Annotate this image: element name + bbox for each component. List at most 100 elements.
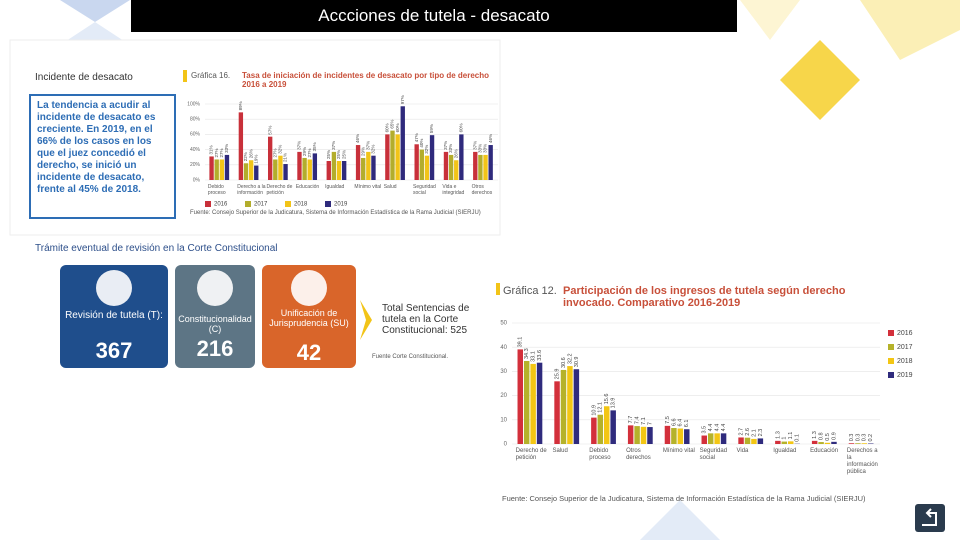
source: Fuente: Consejo Superior de la Judicatur… xyxy=(190,210,481,216)
value-label: 25% xyxy=(341,150,346,159)
x-tick-label: Debido proceso xyxy=(589,448,611,461)
bar xyxy=(597,414,604,444)
y-tick-label: 100% xyxy=(187,101,200,107)
bar xyxy=(811,440,818,444)
value-label: 32.2 xyxy=(567,353,573,364)
x-tick-label: Vida xyxy=(736,448,749,454)
bar xyxy=(684,429,690,444)
legend-label: 2017 xyxy=(897,344,913,351)
bar xyxy=(671,428,677,444)
bar xyxy=(677,428,684,444)
back-icon xyxy=(922,508,937,526)
bar xyxy=(744,437,751,444)
x-tick-label: Mínimo vital xyxy=(663,448,695,454)
bar xyxy=(775,440,781,444)
value-label: 0.3 xyxy=(855,434,861,442)
value-label: 37% xyxy=(365,141,370,150)
bar xyxy=(781,441,788,444)
y-tick-label: 40% xyxy=(190,147,201,153)
heading: Incidente de desacato xyxy=(35,72,133,83)
x-tick-label: Debido proceso xyxy=(208,184,226,196)
value-label: 47% xyxy=(414,133,419,142)
bar xyxy=(824,442,831,444)
value-label: 57% xyxy=(267,126,272,135)
value-label: 22% xyxy=(243,152,248,161)
value-label: 15.6 xyxy=(604,394,610,405)
bar xyxy=(818,442,824,444)
card xyxy=(262,265,356,368)
x-tick-label: Igualdad xyxy=(773,448,796,454)
bar xyxy=(647,427,653,444)
total: Total Sentencias de tutela en la Corte C… xyxy=(382,303,470,336)
value-label: 10.9 xyxy=(591,405,597,416)
card xyxy=(175,265,255,368)
back-button[interactable] xyxy=(915,504,945,532)
bar xyxy=(366,151,371,180)
value-label: 27% xyxy=(219,148,224,157)
legend-label: 2016 xyxy=(897,330,913,337)
value-label: 2.7 xyxy=(738,428,744,436)
bar xyxy=(419,149,424,180)
value-label: 46% xyxy=(355,134,360,143)
x-tick-label: Derecho de petición xyxy=(267,184,293,196)
slide-title: Accciones de tutela - desacato xyxy=(131,0,737,32)
legend-label: 2019 xyxy=(334,202,348,208)
legend-swatch xyxy=(245,201,251,207)
heading: Trámite eventual de revisión en la Corte… xyxy=(35,243,278,254)
legend-label: 2017 xyxy=(254,202,268,208)
legend-swatch xyxy=(888,330,894,336)
value-label: 0.8 xyxy=(819,432,825,440)
legend-swatch xyxy=(285,201,291,207)
value-label: 59% xyxy=(429,124,434,133)
value-label: 4.4 xyxy=(708,424,714,432)
value-label: 37% xyxy=(472,141,477,150)
legend-label: 2016 xyxy=(214,202,228,208)
card-number: 367 xyxy=(95,338,133,363)
x-tick-label: Salud xyxy=(384,184,397,190)
bar xyxy=(720,433,727,444)
bar xyxy=(488,145,493,180)
bar xyxy=(267,136,273,180)
value-label: 33% xyxy=(448,144,453,153)
value-label: 37% xyxy=(443,141,448,150)
bar xyxy=(214,159,219,180)
bar xyxy=(560,369,567,444)
bar xyxy=(443,151,449,180)
x-tick-label: Derecho de petición xyxy=(516,448,548,461)
bar xyxy=(831,441,837,444)
value-label: 29% xyxy=(360,147,365,156)
value-label: 4.4 xyxy=(721,424,727,432)
value-label: 46% xyxy=(488,134,493,143)
bar xyxy=(390,130,395,180)
bar xyxy=(627,425,634,444)
bar xyxy=(757,438,764,444)
bar xyxy=(248,160,254,180)
bar xyxy=(224,154,230,180)
value-label: 33% xyxy=(224,144,229,153)
card-label: Unificación de Jurisprudencia (SU) xyxy=(269,308,349,328)
value-label: 31% xyxy=(209,145,214,154)
bar xyxy=(371,155,376,180)
x-tick-label: Derechos a la información pública xyxy=(847,448,878,475)
bar xyxy=(326,161,331,180)
y-tick-label: 60% xyxy=(190,132,201,138)
value-label: 37% xyxy=(331,141,336,150)
value-label: 25% xyxy=(326,150,331,159)
figure-label: Gráfica 12. xyxy=(503,285,557,297)
bar xyxy=(283,164,288,180)
value-label: 26% xyxy=(248,149,253,158)
bar xyxy=(530,363,536,444)
source: Fuente: Consejo Superior de la Judicatur… xyxy=(502,494,866,503)
marker xyxy=(183,70,187,82)
value-label: 27% xyxy=(272,148,277,157)
bar xyxy=(243,163,249,180)
icon xyxy=(96,270,132,306)
bar xyxy=(523,360,530,444)
y-tick-label: 20 xyxy=(500,393,507,399)
bar xyxy=(424,155,430,180)
y-tick-label: 0 xyxy=(504,442,508,448)
y-tick-label: 40 xyxy=(500,345,507,351)
value-label: 97% xyxy=(400,95,405,104)
legend-label: 2018 xyxy=(897,358,913,365)
